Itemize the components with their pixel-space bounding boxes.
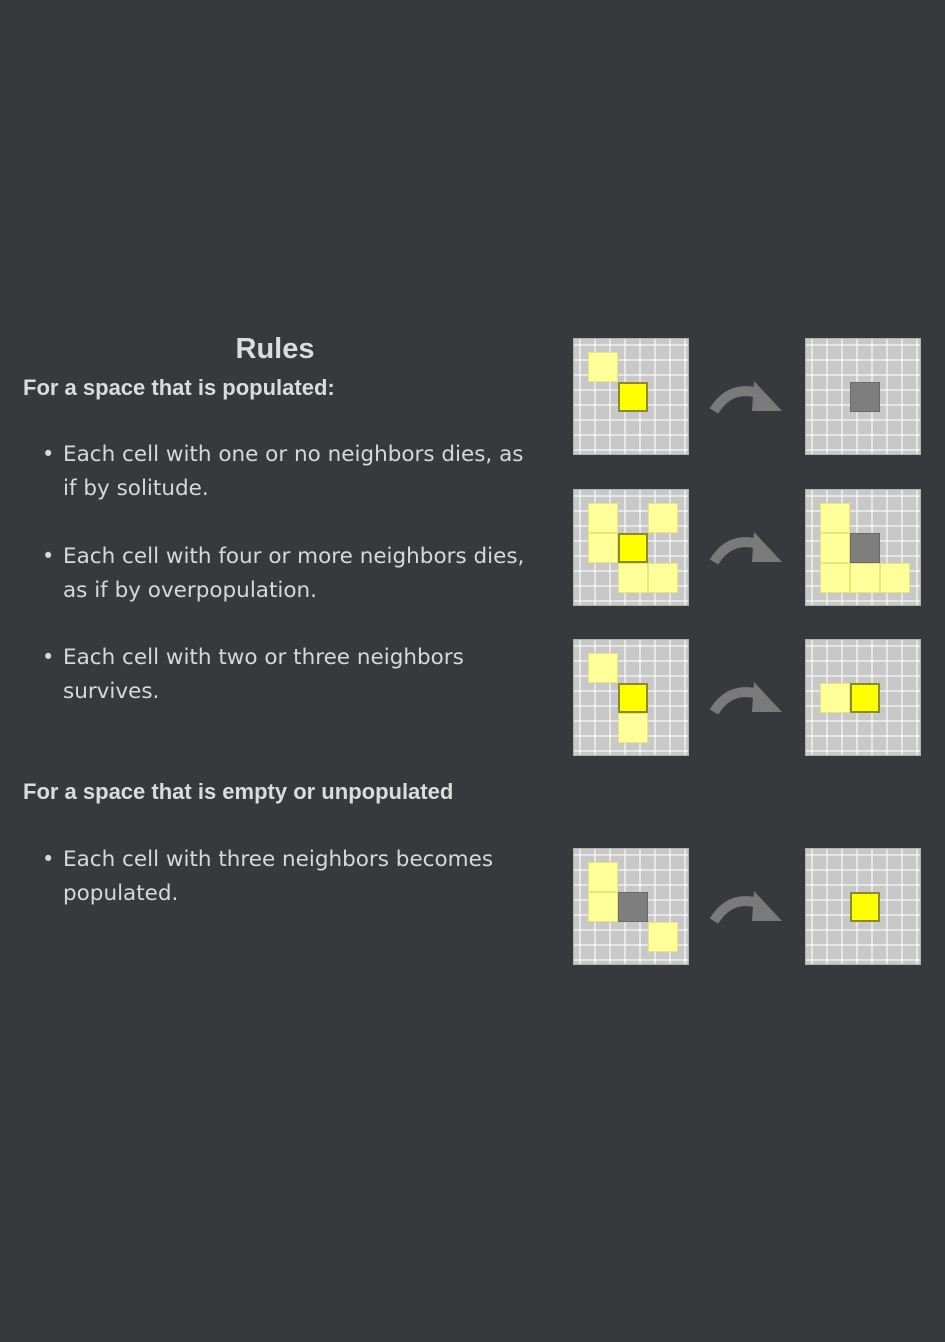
neighbor-cell — [850, 563, 880, 593]
example-4-after-grid — [805, 848, 921, 965]
rule-item-survival: • Each cell with two or three neighbors … — [42, 641, 542, 708]
neighbor-cell — [648, 503, 678, 533]
focus-cell — [850, 683, 880, 713]
empty-heading: For a space that is empty or unpopulated — [23, 779, 454, 804]
dead-cell — [850, 382, 880, 412]
focus-cell — [618, 683, 648, 713]
neighbor-cell — [820, 533, 850, 563]
example-3-after-grid — [805, 639, 921, 756]
neighbor-cell — [880, 563, 910, 593]
rule-text: Each cell with two or three neighbors su… — [63, 645, 464, 704]
neighbor-cell — [588, 892, 618, 922]
example-2-before-grid — [573, 489, 689, 606]
example-4-before-grid — [573, 848, 689, 965]
curved-arrow-icon — [709, 682, 782, 715]
rule-text: Each cell with three neighbors becomes p… — [63, 847, 494, 906]
neighbor-cell — [618, 563, 648, 593]
dead-cell — [618, 892, 648, 922]
focus-cell — [618, 382, 648, 412]
example-3-before-grid — [573, 639, 689, 756]
curved-arrow-icon — [709, 381, 782, 414]
bullet-icon: • — [42, 544, 55, 568]
neighbor-cell — [588, 352, 618, 382]
neighbor-cell — [588, 653, 618, 683]
example-1-after-grid — [805, 338, 921, 455]
page-title: Rules — [235, 333, 315, 365]
neighbor-cell — [648, 563, 678, 593]
rule-item-birth: • Each cell with three neighbors becomes… — [42, 843, 542, 910]
focus-cell — [850, 892, 880, 922]
curved-arrow-icon — [709, 532, 782, 565]
neighbor-cell — [618, 713, 648, 743]
neighbor-cell — [820, 503, 850, 533]
curved-arrow-icon — [709, 891, 782, 924]
neighbor-cell — [820, 683, 850, 713]
populated-heading: For a space that is populated: — [23, 375, 335, 400]
bullet-icon: • — [42, 645, 55, 669]
rule-item-overpopulation: • Each cell with four or more neighbors … — [42, 540, 542, 607]
neighbor-cell — [588, 533, 618, 563]
neighbor-cell — [820, 563, 850, 593]
rule-item-solitude: • Each cell with one or no neighbors die… — [42, 438, 542, 505]
neighbor-cell — [588, 503, 618, 533]
dead-cell — [850, 533, 880, 563]
example-2-after-grid — [805, 489, 921, 606]
example-1-before-grid — [573, 338, 689, 455]
neighbor-cell — [648, 922, 678, 952]
neighbor-cell — [588, 862, 618, 892]
bullet-icon: • — [42, 847, 55, 871]
rule-text: Each cell with four or more neighbors di… — [63, 544, 525, 603]
bullet-icon: • — [42, 442, 55, 466]
rule-text: Each cell with one or no neighbors dies,… — [63, 442, 524, 501]
focus-cell — [618, 533, 648, 563]
